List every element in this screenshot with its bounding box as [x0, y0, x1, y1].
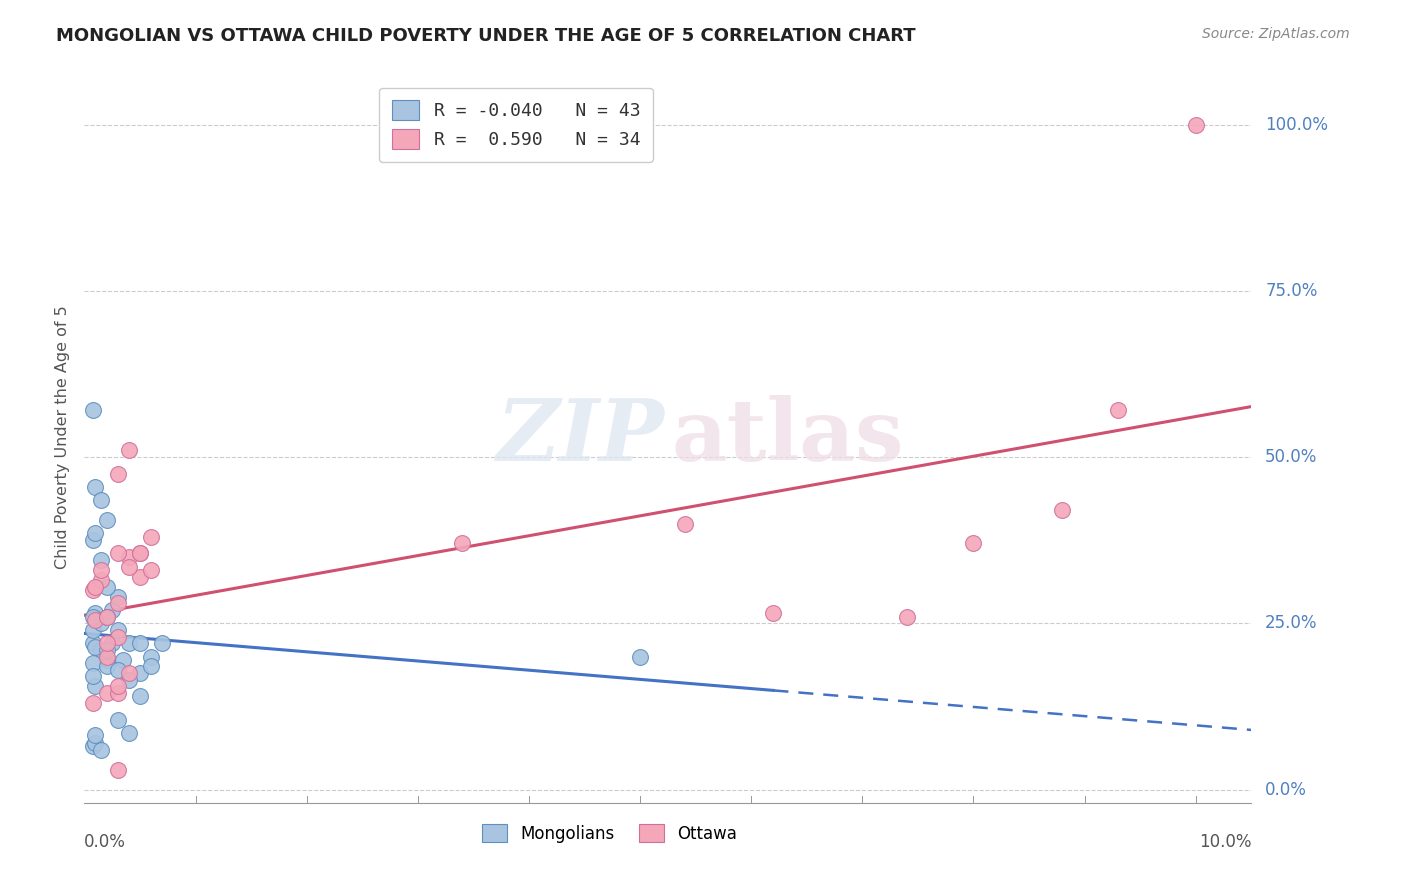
- Point: [90, 573, 112, 587]
- Point: [1107, 403, 1129, 417]
- Point: [150, 636, 173, 650]
- Point: [84, 613, 107, 627]
- Point: [129, 570, 152, 584]
- Point: [1184, 118, 1206, 132]
- Point: [82, 623, 104, 637]
- Point: [673, 516, 696, 531]
- Point: [96, 659, 118, 673]
- Point: [101, 603, 124, 617]
- Point: [1052, 503, 1074, 517]
- Point: [107, 590, 129, 604]
- Point: [129, 666, 152, 681]
- Point: [118, 673, 141, 687]
- Point: [139, 563, 162, 577]
- Point: [451, 536, 474, 550]
- Point: [118, 726, 141, 740]
- Point: [82, 636, 104, 650]
- Point: [107, 680, 129, 694]
- Point: [90, 493, 112, 508]
- Point: [84, 526, 107, 541]
- Text: atlas: atlas: [671, 395, 904, 479]
- Point: [118, 443, 141, 458]
- Point: [84, 736, 107, 750]
- Point: [84, 640, 107, 654]
- Text: 50.0%: 50.0%: [1265, 448, 1317, 466]
- Text: ZIP: ZIP: [496, 395, 665, 479]
- Point: [96, 609, 118, 624]
- Point: [82, 656, 104, 670]
- Point: [962, 536, 984, 550]
- Text: 75.0%: 75.0%: [1265, 282, 1317, 300]
- Text: 100.0%: 100.0%: [1265, 116, 1329, 134]
- Point: [84, 480, 107, 494]
- Point: [90, 553, 112, 567]
- Point: [107, 630, 129, 644]
- Point: [896, 609, 918, 624]
- Point: [129, 546, 152, 560]
- Point: [96, 513, 118, 527]
- Point: [107, 546, 129, 560]
- Point: [762, 607, 785, 621]
- Point: [90, 616, 112, 631]
- Point: [96, 636, 118, 650]
- Point: [107, 686, 129, 700]
- Point: [107, 596, 129, 610]
- Point: [107, 623, 129, 637]
- Point: [90, 742, 112, 756]
- Point: [129, 636, 152, 650]
- Y-axis label: Child Poverty Under the Age of 5: Child Poverty Under the Age of 5: [55, 305, 70, 569]
- Text: 0.0%: 0.0%: [84, 833, 127, 851]
- Point: [82, 609, 104, 624]
- Point: [139, 530, 162, 544]
- Text: MONGOLIAN VS OTTAWA CHILD POVERTY UNDER THE AGE OF 5 CORRELATION CHART: MONGOLIAN VS OTTAWA CHILD POVERTY UNDER …: [56, 27, 915, 45]
- Point: [96, 609, 118, 624]
- Point: [84, 607, 107, 621]
- Point: [84, 680, 107, 694]
- Point: [129, 546, 152, 560]
- Text: 25.0%: 25.0%: [1265, 615, 1317, 632]
- Point: [90, 643, 112, 657]
- Point: [82, 403, 104, 417]
- Point: [139, 649, 162, 664]
- Point: [101, 636, 124, 650]
- Point: [96, 580, 118, 594]
- Text: 10.0%: 10.0%: [1199, 833, 1251, 851]
- Point: [107, 713, 129, 727]
- Point: [96, 686, 118, 700]
- Point: [107, 663, 129, 677]
- Text: Source: ZipAtlas.com: Source: ZipAtlas.com: [1202, 27, 1350, 41]
- Point: [107, 763, 129, 777]
- Point: [82, 669, 104, 683]
- Point: [82, 582, 104, 597]
- Point: [82, 739, 104, 754]
- Legend: Mongolians, Ottawa: Mongolians, Ottawa: [475, 817, 744, 849]
- Point: [90, 563, 112, 577]
- Point: [82, 696, 104, 710]
- Point: [112, 653, 135, 667]
- Point: [107, 467, 129, 481]
- Point: [118, 549, 141, 564]
- Point: [84, 728, 107, 742]
- Text: 0.0%: 0.0%: [1265, 780, 1308, 798]
- Point: [96, 653, 118, 667]
- Point: [96, 649, 118, 664]
- Point: [628, 649, 651, 664]
- Point: [96, 643, 118, 657]
- Point: [139, 659, 162, 673]
- Point: [118, 636, 141, 650]
- Point: [129, 690, 152, 704]
- Point: [82, 533, 104, 548]
- Point: [118, 559, 141, 574]
- Point: [84, 580, 107, 594]
- Point: [118, 666, 141, 681]
